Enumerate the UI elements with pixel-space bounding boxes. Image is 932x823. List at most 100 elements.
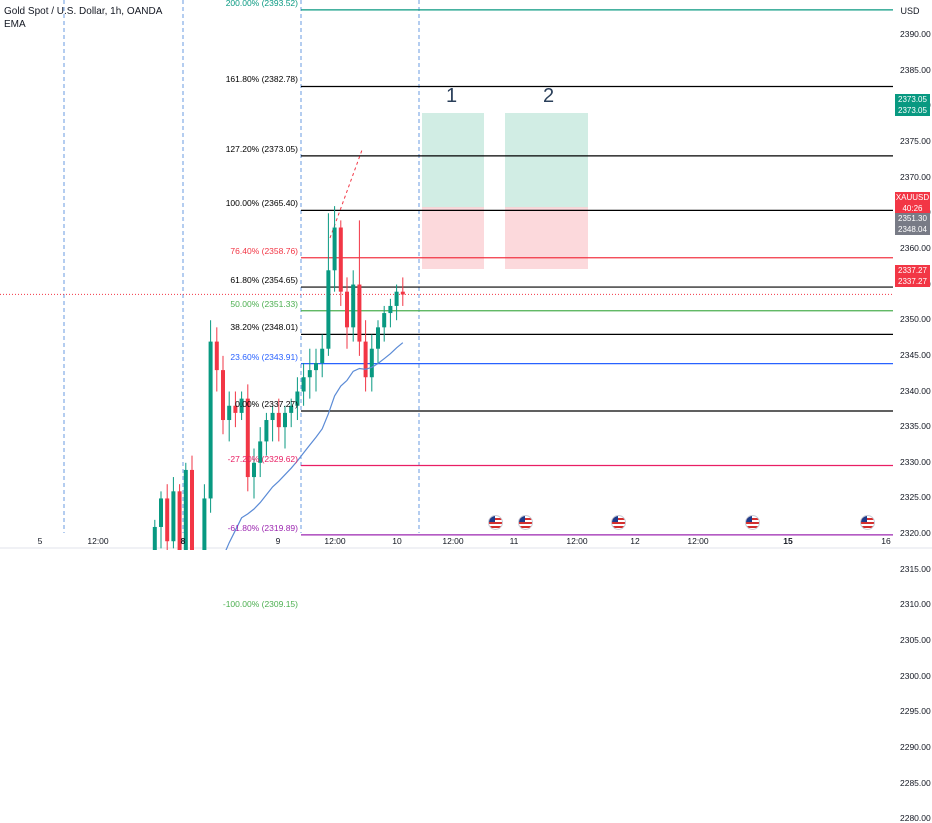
candle-body <box>320 348 325 363</box>
price-tick-label: 2340.00 <box>900 385 931 396</box>
us-flag-icon[interactable] <box>518 515 533 530</box>
candle-body <box>276 412 281 428</box>
candle-body <box>376 327 380 349</box>
candle-body <box>214 341 219 371</box>
fib-level-label: 38.20% (2348.01) <box>230 322 298 333</box>
price-tag: 2373.05 <box>895 94 930 105</box>
price-tick-label: 2360.00 <box>900 242 931 253</box>
candle-body <box>388 305 393 314</box>
price-tick-label: 2325.00 <box>900 492 931 503</box>
fib-level-label: 23.60% (2343.91) <box>230 351 298 362</box>
time-tick-label: 9 <box>275 536 281 546</box>
fib-level-label: 100.00% (2365.40) <box>225 198 298 209</box>
candle-body <box>245 398 250 478</box>
candle-body <box>351 284 356 328</box>
candle-body <box>165 498 170 542</box>
price-tag: 40:26 <box>895 203 930 214</box>
candle-body <box>264 420 269 442</box>
time-tick-label: 12:00 <box>442 536 464 546</box>
time-tick-label: 12:00 <box>687 536 709 546</box>
time-tick-label: 12:00 <box>566 536 588 546</box>
time-tick-label: 10 <box>392 536 402 546</box>
fib-level-label: -27.20% (2329.62) <box>227 453 298 464</box>
candle-body <box>252 462 256 478</box>
price-tick-label: 2370.00 <box>900 171 931 182</box>
candle-body <box>202 498 207 550</box>
price-tick-label: 2375.00 <box>900 135 931 146</box>
candle-body <box>239 398 244 413</box>
us-flag-icon[interactable] <box>860 515 875 530</box>
us-flag-icon[interactable] <box>488 515 503 530</box>
time-tick-label: 11 <box>509 536 519 546</box>
fib-level-label: 161.80% (2382.78) <box>225 74 298 85</box>
time-tick-label: 16 <box>881 536 891 546</box>
candle-body <box>301 377 306 392</box>
candle-body <box>369 348 374 378</box>
candle-body <box>332 227 337 271</box>
candle-body <box>314 362 318 371</box>
ema-indicator-label[interactable]: EMA <box>4 19 26 30</box>
candle-body <box>208 341 213 499</box>
fib-level-label: -61.80% (2319.89) <box>227 522 298 533</box>
price-tick-label: 2335.00 <box>900 421 931 432</box>
ema-line <box>225 342 404 550</box>
zone-label-2: 2 <box>543 85 555 107</box>
price-tick-label: 2315.00 <box>900 563 931 574</box>
candle-body <box>382 313 387 328</box>
candle-body <box>183 469 188 550</box>
candle-body <box>357 284 362 342</box>
candle-body <box>190 469 194 550</box>
candle-body <box>289 405 294 413</box>
price-tag: 2351.30 <box>895 213 930 224</box>
fib-level-label: 200.00% (2393.52) <box>225 0 298 8</box>
candle-body <box>233 405 238 413</box>
fib-level-label: 61.80% (2354.65) <box>230 275 298 286</box>
time-tick-label: 12 <box>630 536 640 546</box>
price-tick-label: 2350.00 <box>900 314 931 325</box>
price-tick-label: 2330.00 <box>900 456 931 467</box>
time-tick-label: 12:00 <box>324 536 346 546</box>
candle-body <box>159 498 163 527</box>
fib-level-label: 50.00% (2351.33) <box>230 298 298 309</box>
candle-body <box>227 405 232 421</box>
price-tick-label: 2295.00 <box>900 706 931 717</box>
candle-body <box>270 412 275 421</box>
currency-button[interactable]: USD <box>900 6 920 16</box>
price-tag: XAUUSD <box>895 192 930 203</box>
price-tag: 2348.04 <box>895 224 930 235</box>
fib-trend-line <box>329 149 363 239</box>
price-tick-label: 2385.00 <box>900 64 931 75</box>
target-zone-2 <box>505 113 588 208</box>
price-tick-label: 2300.00 <box>900 670 931 681</box>
price-tick-label: 2280.00 <box>900 813 931 823</box>
fib-level-label: 0.00% (2337.27) <box>235 398 298 409</box>
price-chart[interactable] <box>0 0 932 550</box>
price-tick-label: 2305.00 <box>900 635 931 646</box>
candle-body <box>295 391 300 406</box>
time-tick-label: 12:00 <box>87 536 109 546</box>
time-tick-label: 8 <box>180 536 186 546</box>
time-tick-label: 5 <box>37 536 43 546</box>
symbol-title[interactable]: Gold Spot / U.S. Dollar, 1h, OANDA <box>4 6 163 17</box>
price-tick-label: 2345.00 <box>900 349 931 360</box>
price-tag: 2337.27 <box>895 265 930 276</box>
zone-label-1: 1 <box>446 85 458 107</box>
candle-body <box>400 291 405 295</box>
fib-level-label: 127.20% (2373.05) <box>225 143 298 154</box>
fib-level-label: -100.00% (2309.15) <box>222 599 298 610</box>
us-flag-icon[interactable] <box>745 515 760 530</box>
candle-body <box>338 227 343 292</box>
price-tick-label: 2285.00 <box>900 777 931 788</box>
price-tick-label: 2390.00 <box>900 29 931 39</box>
candle-body <box>171 491 176 542</box>
candle-body <box>283 412 287 428</box>
stop-zone-2 <box>505 207 588 269</box>
stop-zone-1 <box>422 207 484 269</box>
candle-body <box>221 370 225 421</box>
price-tag: 2373.05 <box>895 105 930 116</box>
candle-body <box>394 291 399 306</box>
price-tick-label: 2310.00 <box>900 599 931 610</box>
us-flag-icon[interactable] <box>611 515 626 530</box>
candle-body <box>363 341 368 378</box>
price-tick-label: 2290.00 <box>900 742 931 752</box>
